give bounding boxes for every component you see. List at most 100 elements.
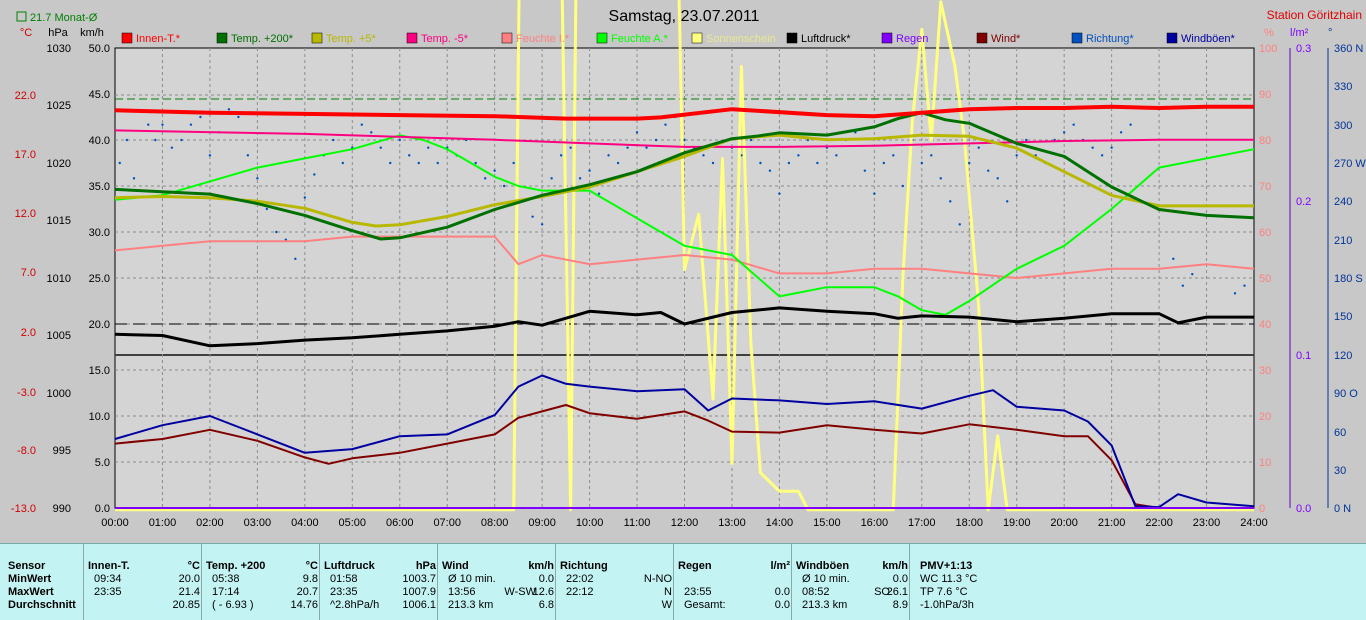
table-cell-value: 0.0 xyxy=(774,599,790,611)
direction-point xyxy=(901,184,905,188)
direction-tick-label: 240 xyxy=(1334,196,1352,208)
x-tick-label: 21:00 xyxy=(1098,517,1126,529)
table-cell-time: Ø 10 min. xyxy=(448,573,496,585)
pressure-tick-label: 1020 xyxy=(47,158,71,170)
legend-label: Temp. +200* xyxy=(231,33,294,45)
direction-tick-label: 0 N xyxy=(1334,503,1351,515)
table-header: Sensor xyxy=(8,560,46,572)
weather-chart: 22.017.012.07.02.0-3.0-8.0-13.0103010251… xyxy=(10,0,1366,529)
series-luftdruck xyxy=(114,306,1254,348)
table-cell-time: Ø 10 min. xyxy=(802,573,850,585)
temp-tick-label: 22.0 xyxy=(15,90,36,102)
x-tick-label: 23:00 xyxy=(1193,517,1221,529)
table-cell-time: 213.3 km xyxy=(802,599,848,611)
direction-point xyxy=(147,123,150,126)
speed-tick-label: 50.0 xyxy=(89,43,110,55)
direction-point xyxy=(389,161,392,165)
table-cell-value: 21.4 xyxy=(178,586,200,598)
table-cell-value: 20.0 xyxy=(178,573,200,585)
table-unit: °C xyxy=(187,560,200,572)
table-header: Wind xyxy=(442,560,469,572)
speed-unit: km/h xyxy=(80,27,104,39)
direction-tick-label: 360 N xyxy=(1334,43,1363,55)
direction-point xyxy=(835,154,838,157)
legend-swatch xyxy=(501,32,513,44)
direction-tick-label: 90 O xyxy=(1334,388,1358,400)
series-temp-200 xyxy=(114,111,1255,241)
table-cell-time: 17:14 xyxy=(212,586,240,598)
chart-title: Samstag, 23.07.2011 xyxy=(609,8,760,25)
legend-label: Windböen* xyxy=(1181,33,1236,45)
direction-point xyxy=(332,138,335,142)
table-column-separator xyxy=(555,544,556,620)
direction-point xyxy=(341,161,344,165)
table-cell-value: W xyxy=(661,599,672,611)
direction-point xyxy=(930,154,933,157)
speed-tick-label: 30.0 xyxy=(89,227,110,239)
humidity-tick-label: 100 xyxy=(1259,43,1277,55)
direction-point xyxy=(398,138,401,142)
statistics-table: Sensor MinWert MaxWert Durchschnitt Innen-T.… xyxy=(0,543,1366,620)
direction-point xyxy=(635,131,639,134)
direction-tick-label: 60 xyxy=(1334,427,1346,439)
table-cell-value: 0.0 xyxy=(892,573,908,585)
temp-tick-label: -3.0 xyxy=(17,387,36,399)
direction-point xyxy=(313,173,316,176)
pmv-line: TP 7.6 °C xyxy=(920,586,968,598)
series-feuchte-a xyxy=(114,134,1255,316)
table-column-separator xyxy=(201,544,202,620)
x-tick-label: 18:00 xyxy=(955,517,983,529)
direction-point xyxy=(1110,146,1113,149)
direction-point xyxy=(1072,123,1075,126)
table-cell-value: 1006.1 xyxy=(402,599,436,611)
table-cell-time: 01:58 xyxy=(330,573,358,585)
direction-point xyxy=(1181,284,1185,287)
table-header: Innen-T. xyxy=(88,560,130,572)
legend-label: Temp. -5* xyxy=(421,33,469,45)
direction-point xyxy=(740,154,743,157)
direction-point xyxy=(759,161,762,165)
direction-point xyxy=(531,215,534,218)
table-column-separator xyxy=(319,544,320,620)
rain-tick-label: 0.1 xyxy=(1296,350,1311,362)
legend-swatch xyxy=(311,32,323,44)
legend-label: Regen xyxy=(896,33,928,45)
table-header: Luftdruck xyxy=(324,560,375,572)
speed-tick-label: 0.0 xyxy=(95,503,110,515)
x-tick-label: 04:00 xyxy=(291,517,319,529)
direction-point xyxy=(597,192,601,195)
direction-point xyxy=(246,154,250,157)
temp-tick-label: 7.0 xyxy=(21,267,36,279)
direction-point xyxy=(683,138,686,142)
direction-point xyxy=(436,161,439,165)
speed-tick-label: 20.0 xyxy=(89,319,110,331)
table-column-separator xyxy=(791,544,792,620)
direction-point xyxy=(616,161,620,165)
humidity-tick-label: 30 xyxy=(1259,365,1271,377)
speed-tick-label: 40.0 xyxy=(89,135,110,147)
table-column-separator xyxy=(673,544,674,620)
x-tick-label: 10:00 xyxy=(576,517,604,529)
direction-point xyxy=(360,123,363,126)
table-cell-value: 9.8 xyxy=(302,573,318,585)
legend-label: Richtung* xyxy=(1086,33,1134,45)
table-cell-time: ^2.8hPa/h xyxy=(330,599,380,611)
direction-tick-label: 30 xyxy=(1334,465,1346,477)
humidity-tick-label: 40 xyxy=(1259,319,1271,331)
table-cell-time: ( - 6.93 ) xyxy=(212,599,254,611)
pmv-line: -1.0hPa/3h xyxy=(920,599,974,611)
table-unit: l/m² xyxy=(770,560,790,572)
table-column-separator xyxy=(83,544,84,620)
temp-unit: °C xyxy=(20,27,32,39)
direction-point xyxy=(180,138,183,142)
humidity-tick-label: 20 xyxy=(1259,411,1271,423)
temp-tick-label: 12.0 xyxy=(15,208,36,220)
table-header: Richtung xyxy=(560,560,608,572)
direction-point xyxy=(1233,292,1237,295)
pressure-tick-label: 1000 xyxy=(47,388,71,400)
table-cell-time: 23:35 xyxy=(94,586,122,598)
table-cell-time: 22:12 xyxy=(566,586,594,598)
direction-point xyxy=(370,131,373,134)
table-cell-value: N xyxy=(664,586,672,598)
table-unit: hPa xyxy=(415,560,436,572)
